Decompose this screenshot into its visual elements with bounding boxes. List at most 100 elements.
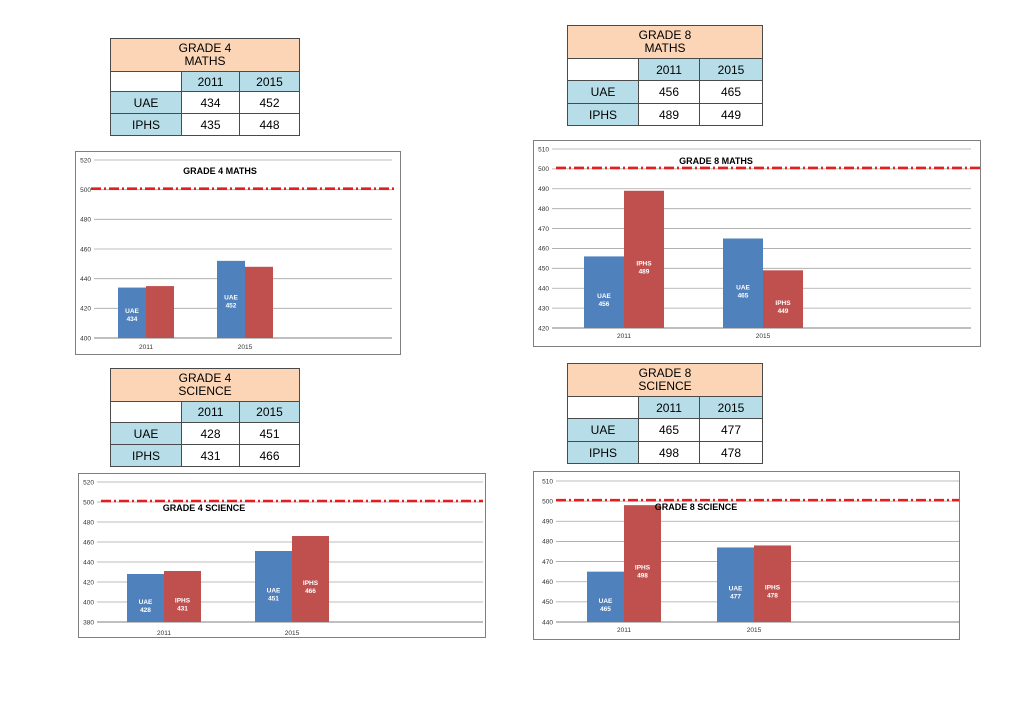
y-tick-label: 510 [538,146,549,153]
value-cell: 434 [180,91,241,114]
y-tick-label: 500 [80,187,91,194]
y-tick-label: 490 [538,186,549,193]
value-cell: 489 [638,103,700,126]
y-tick-label: 440 [542,619,553,626]
value-cell: 448 [239,113,300,136]
bar-label-value: 498 [637,573,648,580]
row-label: UAE [110,91,182,114]
bar-uae-2011 [127,574,164,622]
bar-label-value: 449 [778,308,789,315]
title-line-2: MATHS [184,54,226,68]
value-cell: 456 [638,80,700,104]
bar-iphs-2011 [164,571,201,622]
x-tick-label: 2015 [747,627,762,634]
title-line-1: GRADE 4 [178,371,232,385]
bar-label-series: UAE [267,588,281,595]
bar-uae-2015 [255,551,292,622]
value-cell: 449 [698,103,764,126]
x-tick-label: 2011 [157,630,171,637]
y-tick-label: 480 [538,206,549,213]
bar-label-value: 466 [305,588,316,595]
y-tick-label: 500 [83,499,94,506]
bar-label-value: 465 [600,606,611,613]
title-line-2: MATHS [644,41,686,55]
bar-uae-2011 [584,256,624,328]
y-tick-label: 450 [542,599,553,606]
y-tick-label: 430 [538,305,549,312]
y-tick-label: 520 [83,479,94,486]
year-header: 2015 [698,58,764,81]
bar-label-value: 477 [730,594,741,601]
bar-iphs-2015 [754,545,791,622]
y-tick-label: 500 [542,498,553,505]
bar-label-series: UAE [224,294,238,301]
bar-label-series: UAE [729,586,743,593]
value-cell: 435 [180,113,241,136]
title-line-2: SCIENCE [638,379,692,393]
chart-svg: 440450460470480490500510UAE465IPHS498201… [542,478,959,634]
title-line-1: GRADE 4 [178,41,232,55]
bar-uae-2015 [717,547,754,622]
table-title: GRADE 4 SCIENCE [110,368,300,402]
value-cell: 452 [239,91,300,114]
y-tick-label: 400 [83,599,94,606]
bar-label-value: 456 [599,301,610,308]
y-tick-label: 520 [80,157,91,164]
bar-label-series: UAE [736,284,750,291]
chart-title: GRADE 4 SCIENCE [163,503,246,513]
x-tick-label: 2011 [139,344,153,351]
y-tick-label: 460 [80,246,91,253]
value-cell: 478 [698,441,764,464]
bar-label-value: 452 [226,302,237,309]
row-label: UAE [567,80,639,104]
bar-label-value: 431 [177,606,188,613]
bar-label-series: IPHS [635,565,651,572]
grade4-maths-table: GRADE 4 MATHS 2011 2015 UAE 434 452 IPHS 435 4… [110,38,300,136]
value-cell: 477 [698,418,764,442]
y-tick-label: 440 [80,276,91,283]
table-title: GRADE 8 MATHS [567,25,763,59]
grade8-science-chart: 440 450 460 470 480 490 500 510 UAE 465 IPHS 498 201… [533,471,960,640]
bar-label-series: UAE [597,293,611,300]
y-tick-label: 510 [542,478,553,485]
year-header: 2011 [638,58,700,81]
title-line-1: GRADE 8 [638,28,692,42]
y-tick-label: 480 [542,539,553,546]
y-tick-label: 400 [80,335,91,342]
x-tick-label: 2015 [285,630,300,637]
value-cell: 498 [638,441,700,464]
bar-uae-2011 [587,571,624,622]
bar-label-series: IPHS [303,580,319,587]
row-label: IPHS [567,103,639,126]
y-tick-label: 460 [83,539,94,546]
y-tick-label: 420 [80,306,91,313]
chart-svg: 420430440450460470480490500510UAE456IPHS… [538,146,980,340]
bar-iphs-2015 [763,270,803,328]
blank-cell [110,71,182,92]
title-line-2: SCIENCE [178,384,232,398]
chart-svg: 380400420440460480500520UAE428IPHS431201… [83,479,483,637]
bar-label-value: 489 [639,268,650,275]
y-tick-label: 420 [538,325,549,332]
value-cell: 428 [180,422,241,445]
bar-label-value: 428 [140,607,151,614]
x-tick-label: 2015 [756,333,771,340]
bar-label-value: 465 [738,292,749,299]
bar-label-series: UAE [599,598,613,605]
row-label: IPHS [110,444,182,467]
y-tick-label: 490 [542,519,553,526]
grade4-science-table: GRADE 4 SCIENCE 2011 2015 UAE 428 451 IPHS 43… [110,368,300,467]
bar-uae-2011 [118,287,146,338]
y-tick-label: 500 [538,166,549,173]
row-label: UAE [110,422,182,445]
y-tick-label: 460 [538,246,549,253]
year-header: 2015 [698,396,764,419]
bar-uae-2015 [217,260,245,338]
bar-iphs-2011 [146,286,174,338]
value-cell: 451 [239,422,300,445]
chart-svg: 400420440460480500520UAE4342011UAE452201… [80,157,394,351]
y-tick-label: 450 [538,266,549,273]
bar-uae-2015 [723,238,763,328]
year-header: 2015 [239,401,300,423]
chart-title: GRADE 8 SCIENCE [655,502,738,512]
